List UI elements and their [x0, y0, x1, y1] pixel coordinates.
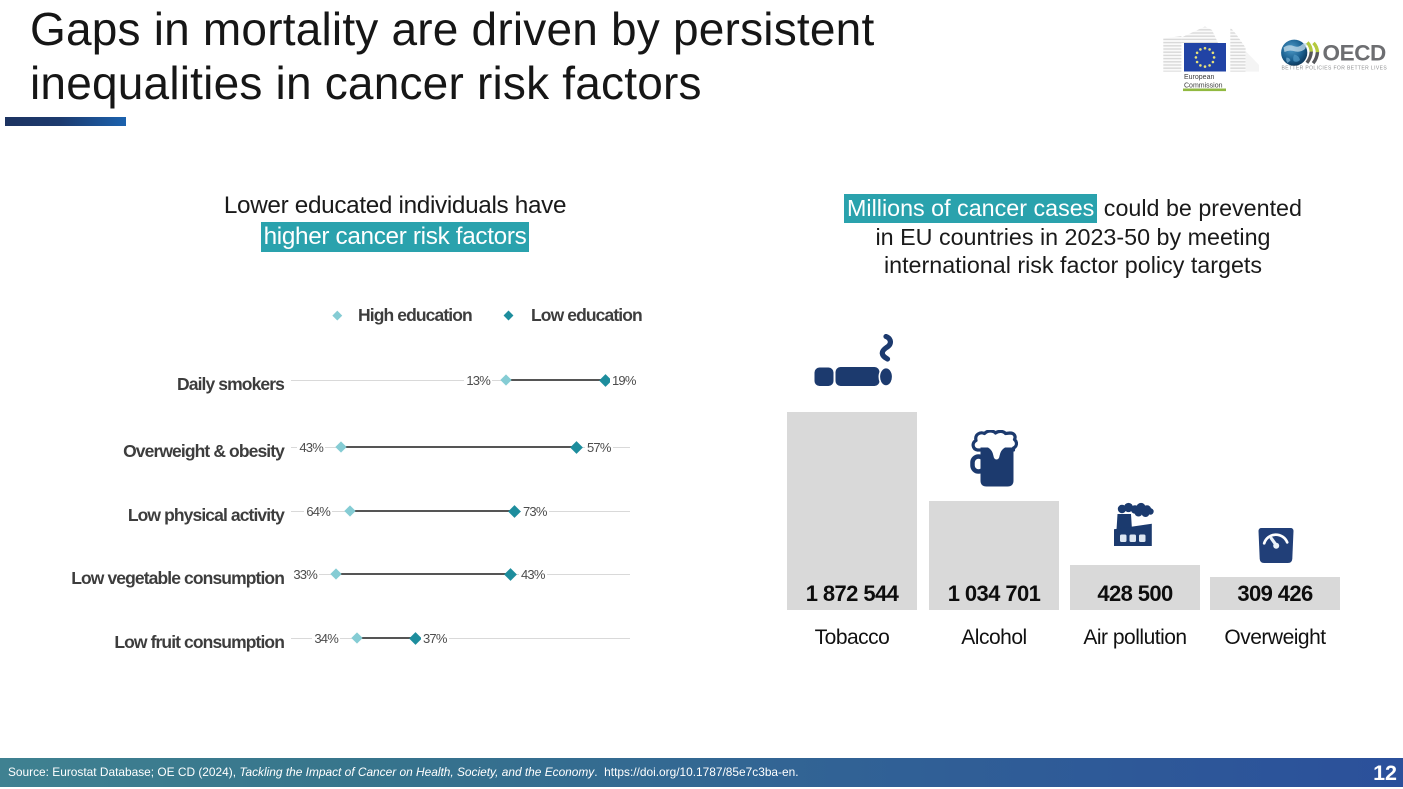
svg-text:Commission: Commission [1184, 83, 1223, 90]
svg-text:BETTER POLICIES FOR BETTER LIV: BETTER POLICIES FOR BETTER LIVES [1282, 66, 1388, 72]
svg-text:OECD: OECD [1323, 41, 1387, 66]
svg-text:European: European [1184, 74, 1214, 81]
